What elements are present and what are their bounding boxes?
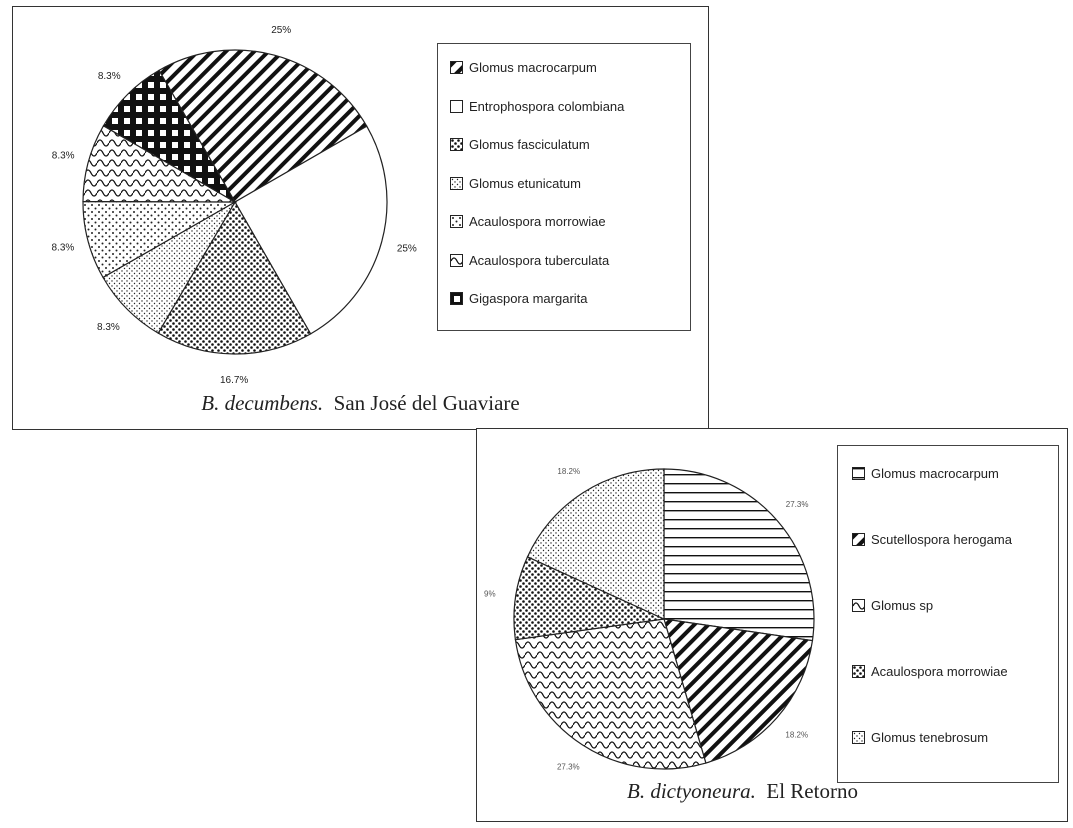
pie-slice-glomus-sp <box>514 618 707 770</box>
slice-pct-label: 9% <box>484 590 496 599</box>
legend-label: Gigaspora margarita <box>469 291 588 306</box>
legend-label: Glomus macrocarpum <box>469 60 597 75</box>
slice-pct-label: 8.3% <box>51 242 74 253</box>
slice-pct-label: 27.3% <box>557 763 580 772</box>
pie-slice-glomus-tenebrosum <box>526 468 665 620</box>
slice-pct-label: 8.3% <box>98 71 121 82</box>
legend-label: Glomus fasciculatum <box>469 137 590 152</box>
pie-slice-entrophospora-colombiana <box>234 125 388 335</box>
slice-pct-label: 8.3% <box>97 322 120 333</box>
pie-slice-acaulospora-morrowiae <box>513 556 667 641</box>
caption-place: San José del Guaviare <box>333 391 520 415</box>
caption-species: B. decumbens. <box>201 391 324 415</box>
legend-swatch-icon <box>450 215 463 228</box>
legend-label: Acaulospora morrowiae <box>469 214 606 229</box>
legend-swatch-icon <box>852 665 865 678</box>
caption-place: El Retorno <box>766 779 858 803</box>
legend-item-acaulospora-morrowiae: Acaulospora morrowiae <box>450 214 606 229</box>
pie-slice-gigaspora-margarita <box>102 69 237 204</box>
legend-decumbens: Glomus macrocarpum Entrophospora colombia… <box>437 43 691 331</box>
legend-swatch-icon <box>450 61 463 74</box>
pie-slice-glomus-macrocarpum <box>158 49 368 203</box>
chart-panel-dictyoneura: 27.3% 18.2% 27.3% 9% 18.2% Glomus macrocarpu… <box>476 428 1068 822</box>
caption-species: B. dictyoneura. <box>627 779 756 803</box>
legend-label: Glomus macrocarpum <box>871 466 999 481</box>
legend-item-scutellospora-herogama: Scutellospora herogama <box>852 532 1012 547</box>
legend-label: Glomus tenebrosum <box>871 730 989 745</box>
legend-swatch-icon <box>450 138 463 151</box>
legend-swatch-icon <box>450 253 463 267</box>
legend-item-glomus-macrocarpum: Glomus macrocarpum <box>852 466 999 481</box>
legend-item-glomus-fasciculatum: Glomus fasciculatum <box>450 137 590 152</box>
legend-swatch-icon <box>852 467 865 480</box>
slice-pct-label: 16.7% <box>220 375 248 386</box>
chart-caption-dictyoneura: B. dictyoneura. El Retorno <box>627 779 858 804</box>
legend-swatch-icon <box>450 99 463 113</box>
legend-item-glomus-etunicatum: Glomus etunicatum <box>450 176 581 191</box>
slice-pct-label: 25% <box>271 25 291 36</box>
chart-panel-decumbens: 25% 25% 16.7% 8.3% 8.3% 8.3% 8.3% Glomus macro… <box>12 6 709 430</box>
legend-swatch-icon <box>852 599 865 612</box>
legend-item-acaulospora-tuberculata: Acaulospora tuberculata <box>450 253 609 268</box>
legend-label: Glomus etunicatum <box>469 175 581 191</box>
legend-swatch-icon <box>450 292 463 305</box>
legend-label: Entrophospora colombiana <box>469 98 625 114</box>
legend-item-glomus-tenebrosum: Glomus tenebrosum <box>852 730 988 745</box>
slice-pct-label: 18.2% <box>557 467 580 476</box>
slice-pct-label: 8.3% <box>52 151 75 162</box>
legend-item-glomus-macrocarpum: Glomus macrocarpum <box>450 60 597 75</box>
pie-slice-glomus-fasciculatum <box>157 200 312 355</box>
slice-pct-label: 18.2% <box>785 731 808 740</box>
pie-slice-scutellospora-herogama <box>663 618 814 764</box>
legend-label: Acaulospora morrowiae <box>871 664 1008 679</box>
chart-caption-decumbens: B. decumbens. San José del Guaviare <box>13 391 708 416</box>
pie-chart-dictyoneura: 27.3% 18.2% 27.3% 9% 18.2% <box>484 467 815 772</box>
legend-item-glomus-sp: Glomus sp <box>852 598 933 613</box>
pie-slice-glomus-macrocarpum <box>663 468 815 642</box>
pie-chart-decumbens: 25% 25% 16.7% 8.3% 8.3% 8.3% 8.3% <box>51 25 417 386</box>
legend-label: Scutellospora herogama <box>871 532 1012 547</box>
legend-swatch-icon <box>852 731 865 744</box>
legend-label: Acaulospora tuberculata <box>469 252 610 268</box>
legend-label: Glomus sp <box>871 598 934 613</box>
legend-item-acaulospora-morrowiae: Acaulospora morrowiae <box>852 664 1008 679</box>
legend-dictyoneura: Glomus macrocarpum Scutellospora herogama… <box>837 445 1059 783</box>
slice-pct-label: 27.3% <box>786 500 809 509</box>
slice-pct-label: 25% <box>397 243 417 254</box>
legend-swatch-icon <box>450 176 463 190</box>
legend-item-entrophospora-colombiana: Entrophospora colombiana <box>450 99 624 114</box>
legend-swatch-icon <box>852 533 865 546</box>
legend-item-gigaspora-margarita: Gigaspora margarita <box>450 291 588 306</box>
